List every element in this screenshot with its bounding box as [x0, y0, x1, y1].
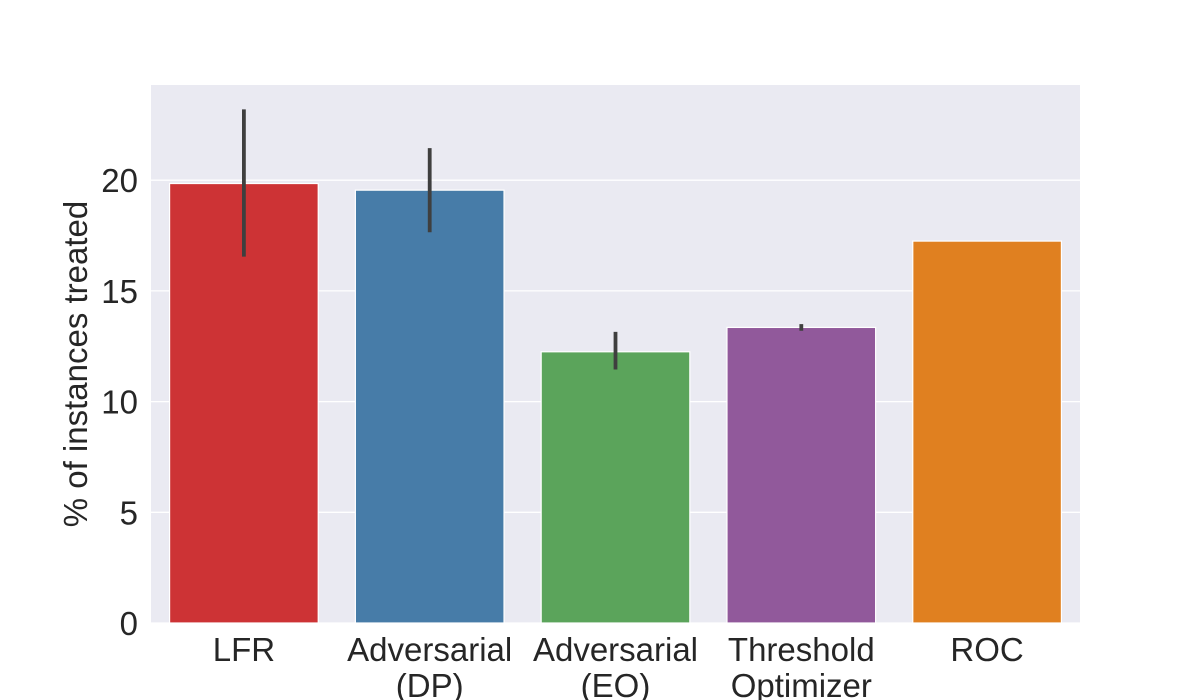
- x-tick-label-line: Threshold: [728, 631, 875, 668]
- bar: [912, 240, 1063, 624]
- x-tick-label-line: Adversarial: [347, 631, 512, 668]
- x-tick-label-line: LFR: [213, 631, 275, 668]
- x-tick-label: Adversarial (EO): [533, 631, 698, 700]
- bars: [168, 182, 1063, 624]
- bar: [726, 326, 877, 624]
- x-tick-labels: LFR Adversarial (DP)Adversarial (EO)Thresho…: [213, 631, 1024, 700]
- bar: [540, 351, 691, 624]
- y-tick-label: 15: [101, 273, 138, 310]
- y-tick-label: 10: [101, 384, 138, 421]
- y-tick-label: 5: [120, 494, 138, 531]
- bar: [168, 182, 319, 624]
- x-tick-label-line: (EO): [581, 667, 651, 700]
- bar: [354, 189, 505, 624]
- x-tick-label-line: Adversarial: [533, 631, 698, 668]
- x-tick-label: Threshold Optimizer: [728, 631, 875, 700]
- x-tick-label: Adversarial (DP): [347, 631, 512, 700]
- error-bars: [241, 109, 804, 370]
- y-tick-label: 0: [120, 605, 138, 642]
- x-tick-label: ROC: [950, 631, 1023, 668]
- y-axis-label: % of instances treated: [57, 201, 94, 528]
- x-tick-label-line: Optimizer: [731, 667, 872, 700]
- x-tick-label: LFR: [213, 631, 275, 668]
- y-tick-label: 20: [101, 162, 138, 199]
- x-tick-label-line: (DP): [396, 667, 464, 700]
- y-tick-labels: 0 5 10 15 20: [101, 162, 138, 642]
- x-tick-label-line: ROC: [950, 631, 1023, 668]
